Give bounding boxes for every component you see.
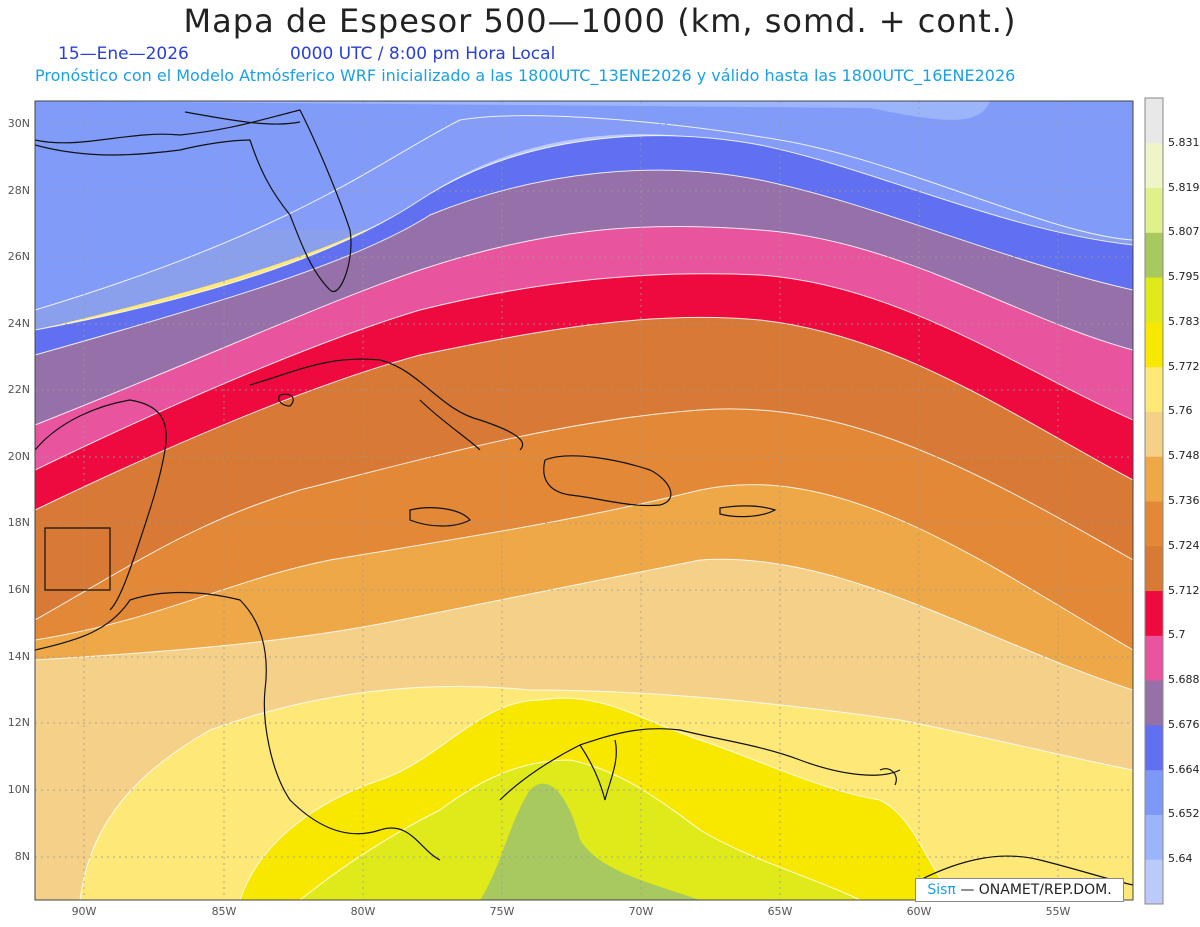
colorbar-segment [1145, 277, 1163, 323]
colorbar-label: 5.795 [1168, 270, 1200, 284]
lat-label: 8N [14, 850, 30, 863]
colorbar-label: 5.76 [1168, 404, 1193, 418]
colorbar-segment [1145, 142, 1163, 189]
lat-label: 26N [7, 250, 30, 263]
band-5-724 [35, 317, 1133, 620]
band-5-748 [35, 484, 1133, 690]
colorbar-label: 5.736 [1168, 494, 1200, 507]
colorbar-segment [1145, 98, 1163, 144]
lon-label: 70W [628, 905, 654, 918]
colorbar-segment [1145, 769, 1163, 815]
band-5-7 [35, 226, 1133, 470]
band-5-807 [480, 783, 700, 900]
colorbar-label: 5.831 [1168, 135, 1200, 149]
colorbar-label: 5.664 [1168, 762, 1200, 776]
grid-lines [35, 101, 1133, 900]
lon-label: 75W [489, 905, 515, 918]
colorbar [1144, 97, 1164, 905]
colorbar-label: 5.7 [1168, 628, 1186, 642]
lat-label: 24N [7, 317, 30, 330]
lon-label: 60W [906, 905, 932, 918]
colorbar-label: 5.772 [1168, 359, 1200, 373]
lon-label: 85W [211, 905, 237, 918]
colorbar-label: 5.688 [1168, 673, 1200, 687]
colorbar-segment [1145, 366, 1163, 412]
lat-label: 30N [7, 117, 30, 130]
lat-label: 28N [7, 184, 30, 197]
colorbar-segment [1145, 321, 1163, 368]
colorbar-segment [1145, 724, 1163, 771]
lat-label: 14N [7, 650, 30, 663]
colorbar-label: 5.64 [1168, 852, 1193, 866]
colorbar-segment [1145, 456, 1163, 502]
colorbar-segment [1145, 545, 1163, 592]
lon-label: 65W [767, 905, 793, 918]
lat-label: 10N [7, 783, 30, 796]
colorbar-segment [1145, 501, 1163, 547]
colorbar-segment [1145, 814, 1163, 860]
colorbar-segment [1145, 680, 1163, 726]
credit-box: Sisπ — ONAMET/REP.DOM. [915, 878, 1124, 902]
map-title: Mapa de Espesor 500—1000 (km, somd. + co… [183, 2, 1017, 40]
lat-label: 16N [7, 583, 30, 596]
colorbar-segment [1145, 635, 1163, 681]
colorbar-label: 5.652 [1168, 807, 1200, 821]
lat-label: 12N [7, 716, 30, 729]
band-5-688 [35, 170, 1133, 425]
colorbar-segment [1145, 232, 1163, 278]
band-5-736 [35, 408, 1133, 650]
band-5-795 [300, 760, 860, 900]
colorbar-label: 5.724 [1168, 538, 1200, 552]
lon-label: 80W [350, 905, 376, 918]
credit-text: — ONAMET/REP.DOM. [960, 882, 1112, 898]
lon-label: 90W [71, 905, 97, 918]
colorbar-label: 5.819 [1168, 180, 1200, 194]
colorbar-segment [1145, 187, 1163, 233]
lat-label: 18N [7, 516, 30, 529]
lat-label: 22N [7, 383, 30, 396]
forecast-date: 15—Ene—2026 [58, 44, 189, 64]
colorbar-segment [1145, 590, 1163, 636]
colorbar-label: 5.783 [1168, 314, 1200, 328]
forecast-subtitle: Pronóstico con el Modelo Atmósferico WRF… [35, 66, 1016, 85]
colorbar-segment [1145, 859, 1163, 905]
lat-label: 20N [7, 450, 30, 463]
colorbar-segment [1145, 411, 1163, 457]
lon-label: 55W [1045, 905, 1071, 918]
colorbar-label: 5.807 [1168, 225, 1200, 239]
band-5-712 [35, 273, 1133, 510]
colorbar-label: 5.748 [1168, 449, 1200, 463]
colorbar-label: 5.712 [1168, 583, 1200, 597]
forecast-time: 0000 UTC / 8:00 pm Hora Local [290, 44, 556, 64]
colorbar-label: 5.676 [1168, 717, 1200, 731]
sispi-logo: Sisπ [927, 882, 956, 898]
band-5-76 [35, 559, 1133, 900]
